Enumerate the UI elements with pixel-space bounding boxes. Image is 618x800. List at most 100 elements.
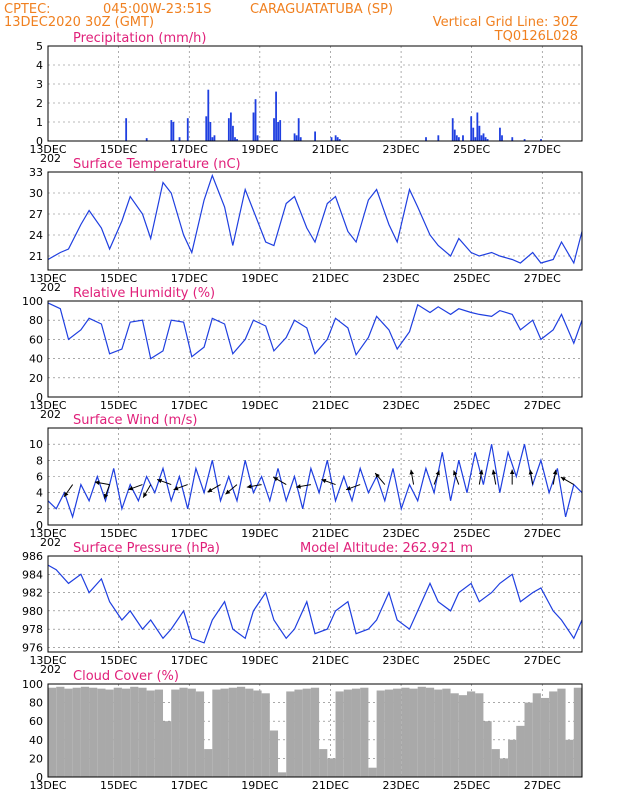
cloud-bar (335, 691, 344, 777)
cloud-bar (154, 689, 164, 777)
y-tick-label: 5 (36, 40, 43, 53)
x-tick-label: 17DEC (171, 399, 208, 412)
x-tick-label: 23DEC (383, 779, 420, 792)
y-tick-label: 986 (22, 550, 43, 563)
y-tick-label: 40 (29, 734, 43, 747)
precip-bar (254, 99, 257, 141)
cloud-bar (310, 687, 320, 777)
precip-bar (474, 137, 477, 141)
precip-bar (453, 129, 456, 141)
wind-arrowhead (409, 469, 414, 475)
y-tick-label: 80 (29, 314, 43, 327)
x-tick-label: 21DEC (312, 272, 349, 285)
cloud-bar (573, 687, 582, 777)
cloud-bar (442, 688, 451, 777)
cloud-bar (56, 686, 65, 777)
panel-title: Relative Humidity (%) (73, 286, 215, 301)
x-tick-label: 15DEC (100, 272, 137, 285)
y-tick-label: 33 (29, 166, 43, 179)
y-tick-label: 0 (36, 391, 43, 404)
y-tick-label: 6 (36, 471, 43, 484)
cloud-bar (72, 687, 81, 777)
cloud-bar (97, 688, 106, 777)
cloud-bar (343, 689, 352, 777)
wind-arrowhead (478, 469, 484, 475)
wind-arrowhead (375, 473, 380, 478)
y-tick-label: 20 (29, 372, 43, 385)
cloud-bar (179, 687, 188, 777)
cloud-bar (475, 693, 484, 777)
x-tick-label: 13DEC (29, 779, 66, 792)
wind-arrowhead (321, 478, 327, 484)
cloud-bar (171, 689, 180, 777)
precip-bar (462, 135, 464, 141)
cloud-bar (376, 690, 385, 777)
precip-bar (499, 127, 501, 141)
x-tick-label: 15DEC (100, 527, 137, 540)
y-tick-label: 3 (36, 78, 43, 91)
precip-bar (205, 116, 208, 141)
x-tick-label: 13DEC (29, 399, 66, 412)
precip-bar (252, 112, 255, 141)
y-tick-label: 0 (36, 771, 43, 784)
y-tick-label: 40 (29, 353, 43, 366)
precip-bar (279, 120, 282, 141)
wind-arrowhead (225, 489, 231, 495)
cloud-bar (121, 688, 131, 777)
panel-title: Surface Pressure (hPa) (73, 541, 220, 556)
x-tick-label: 15DEC (100, 143, 137, 156)
y-tick-label: 60 (29, 715, 43, 728)
x-tick-label: 19DEC (241, 272, 278, 285)
cloud-bar (138, 687, 147, 777)
cloud-bar (113, 687, 122, 777)
precip-bar (338, 139, 341, 141)
cloud-bar (187, 688, 196, 777)
x-tick-label: 23DEC (383, 654, 420, 667)
precip-bar (501, 135, 503, 141)
x-tick-label: 19DEC (241, 779, 278, 792)
cloud-bar (434, 689, 443, 777)
cloud-bar (565, 739, 574, 777)
wind-arrowhead (273, 477, 279, 482)
cloud-bar (212, 689, 221, 777)
wind-arrowhead (453, 470, 458, 476)
cloud-bar (319, 749, 328, 777)
y-tick-label: 20 (29, 752, 43, 765)
precip-bar (211, 137, 214, 141)
panel-title: Precipitation (mm/h) (73, 31, 206, 46)
cloud-bar (48, 687, 57, 777)
cloud-bar (532, 693, 541, 777)
y-tick-label: 30 (29, 187, 43, 200)
x-tick-label: 23DEC (383, 399, 420, 412)
precip-bar (457, 137, 460, 141)
wind-arrowhead (128, 486, 134, 491)
x-tick-label: 27DEC (524, 272, 561, 285)
precip-bar (297, 118, 300, 141)
precip-bar (478, 125, 481, 141)
header-vertical-grid-note: Vertical Grid Line: 30Z (433, 15, 578, 30)
wind-arrowhead (246, 484, 252, 489)
precip-bar (172, 122, 175, 141)
wind-arrowhead (509, 469, 515, 475)
precip-bar (482, 133, 485, 141)
panel-frame (47, 45, 583, 142)
header-model-id: TQ0126L028 (494, 29, 578, 44)
precip-bar (480, 135, 483, 141)
x-tick-label: 13DEC (29, 654, 66, 667)
x-tick-label: 15DEC (100, 399, 137, 412)
precip-bar (540, 139, 542, 141)
wind-arrowhead (173, 486, 179, 491)
header-run-date: 13DEC2020 30Z (GMT) (4, 15, 154, 30)
x-tick-label: 13DEC (29, 143, 66, 156)
series-line (47, 302, 583, 360)
precip-bar (330, 137, 333, 141)
cloud-bar (483, 721, 492, 777)
cloud-bar (327, 758, 336, 777)
x-tick-label: 17DEC (171, 527, 208, 540)
wind-arrowhead (491, 469, 497, 475)
y-tick-label: 27 (29, 208, 43, 221)
x-tick-label: 21DEC (312, 654, 349, 667)
x-tick-label: 15DEC (100, 654, 137, 667)
cloud-bar (245, 688, 254, 777)
precip-bar (229, 112, 232, 141)
